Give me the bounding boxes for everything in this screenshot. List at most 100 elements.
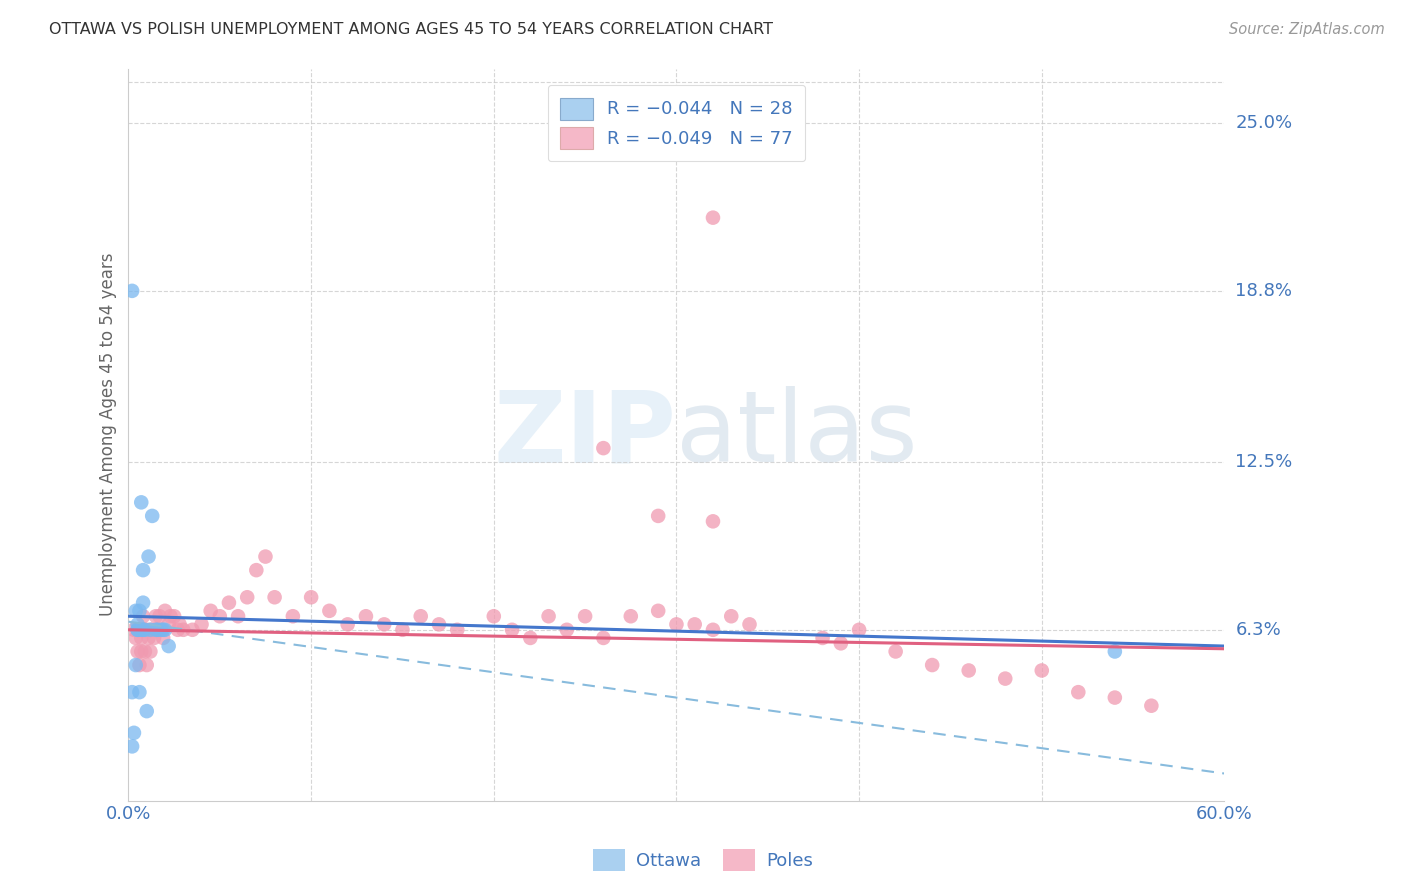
Point xyxy=(145,623,167,637)
Point xyxy=(121,284,143,298)
Point xyxy=(150,623,173,637)
Legend: Ottawa, Poles: Ottawa, Poles xyxy=(586,842,820,879)
Point xyxy=(127,644,149,658)
Point xyxy=(702,623,724,637)
Point xyxy=(159,609,181,624)
Point xyxy=(574,609,596,624)
Point xyxy=(163,609,186,624)
Point xyxy=(236,591,259,605)
Point xyxy=(138,549,160,564)
Y-axis label: Unemployment Among Ages 45 to 54 years: Unemployment Among Ages 45 to 54 years xyxy=(100,252,117,616)
Point xyxy=(1067,685,1090,699)
Point xyxy=(145,609,167,624)
Point xyxy=(139,623,162,637)
Point xyxy=(427,617,450,632)
Point xyxy=(134,644,156,658)
Point xyxy=(125,631,148,645)
Point xyxy=(132,623,155,637)
Point xyxy=(121,685,143,699)
Point xyxy=(153,623,176,637)
Point xyxy=(134,623,156,637)
Point xyxy=(129,631,152,645)
Point xyxy=(665,617,688,632)
Point xyxy=(129,623,152,637)
Point xyxy=(592,441,614,455)
Point xyxy=(200,604,222,618)
Point xyxy=(501,623,523,637)
Point xyxy=(141,508,163,523)
Point xyxy=(157,639,180,653)
Point xyxy=(683,617,706,632)
Point xyxy=(134,623,156,637)
Point xyxy=(354,609,377,624)
Point xyxy=(128,685,150,699)
Point xyxy=(1140,698,1163,713)
Text: ZIP: ZIP xyxy=(494,386,676,483)
Point xyxy=(181,623,204,637)
Point xyxy=(148,609,170,624)
Point xyxy=(169,617,191,632)
Point xyxy=(226,609,249,624)
Point xyxy=(647,508,669,523)
Point xyxy=(150,623,173,637)
Point xyxy=(141,623,163,637)
Point xyxy=(702,514,724,528)
Point xyxy=(138,631,160,645)
Point xyxy=(446,623,468,637)
Point xyxy=(139,644,162,658)
Point xyxy=(135,658,157,673)
Point xyxy=(145,623,167,637)
Point xyxy=(122,623,145,637)
Point xyxy=(482,609,505,624)
Point xyxy=(122,726,145,740)
Point xyxy=(127,623,149,637)
Text: Source: ZipAtlas.com: Source: ZipAtlas.com xyxy=(1229,22,1385,37)
Point xyxy=(620,609,643,624)
Point xyxy=(299,591,322,605)
Point xyxy=(647,604,669,618)
Point xyxy=(127,623,149,637)
Point xyxy=(121,739,143,754)
Text: OTTAWA VS POLISH UNEMPLOYMENT AMONG AGES 45 TO 54 YEARS CORRELATION CHART: OTTAWA VS POLISH UNEMPLOYMENT AMONG AGES… xyxy=(49,22,773,37)
Text: 25.0%: 25.0% xyxy=(1236,114,1292,132)
Point xyxy=(146,623,169,637)
Point xyxy=(132,623,155,637)
Point xyxy=(884,644,907,658)
Point xyxy=(125,658,148,673)
Point xyxy=(146,623,169,637)
Point xyxy=(128,658,150,673)
Point xyxy=(157,617,180,632)
Point xyxy=(702,211,724,225)
Legend: R = −0.044   N = 28, R = −0.049   N = 77: R = −0.044 N = 28, R = −0.049 N = 77 xyxy=(547,85,806,161)
Point xyxy=(132,563,155,577)
Point xyxy=(127,617,149,632)
Point xyxy=(153,604,176,618)
Point xyxy=(537,609,560,624)
Point xyxy=(391,623,413,637)
Point xyxy=(1104,690,1126,705)
Point xyxy=(125,604,148,618)
Point xyxy=(281,609,304,624)
Point xyxy=(208,609,231,624)
Point xyxy=(409,609,432,624)
Point xyxy=(830,636,852,650)
Point xyxy=(957,664,980,678)
Point xyxy=(994,672,1017,686)
Point xyxy=(129,644,152,658)
Point xyxy=(254,549,277,564)
Point xyxy=(555,623,578,637)
Point xyxy=(1031,664,1053,678)
Point xyxy=(848,623,870,637)
Point xyxy=(129,495,152,509)
Point xyxy=(135,623,157,637)
Point xyxy=(336,617,359,632)
Text: 6.3%: 6.3% xyxy=(1236,621,1281,639)
Text: 12.5%: 12.5% xyxy=(1236,452,1292,471)
Point xyxy=(738,617,761,632)
Point xyxy=(128,623,150,637)
Text: atlas: atlas xyxy=(676,386,918,483)
Point xyxy=(921,658,943,673)
Point xyxy=(166,623,188,637)
Point xyxy=(592,631,614,645)
Text: 18.8%: 18.8% xyxy=(1236,282,1292,300)
